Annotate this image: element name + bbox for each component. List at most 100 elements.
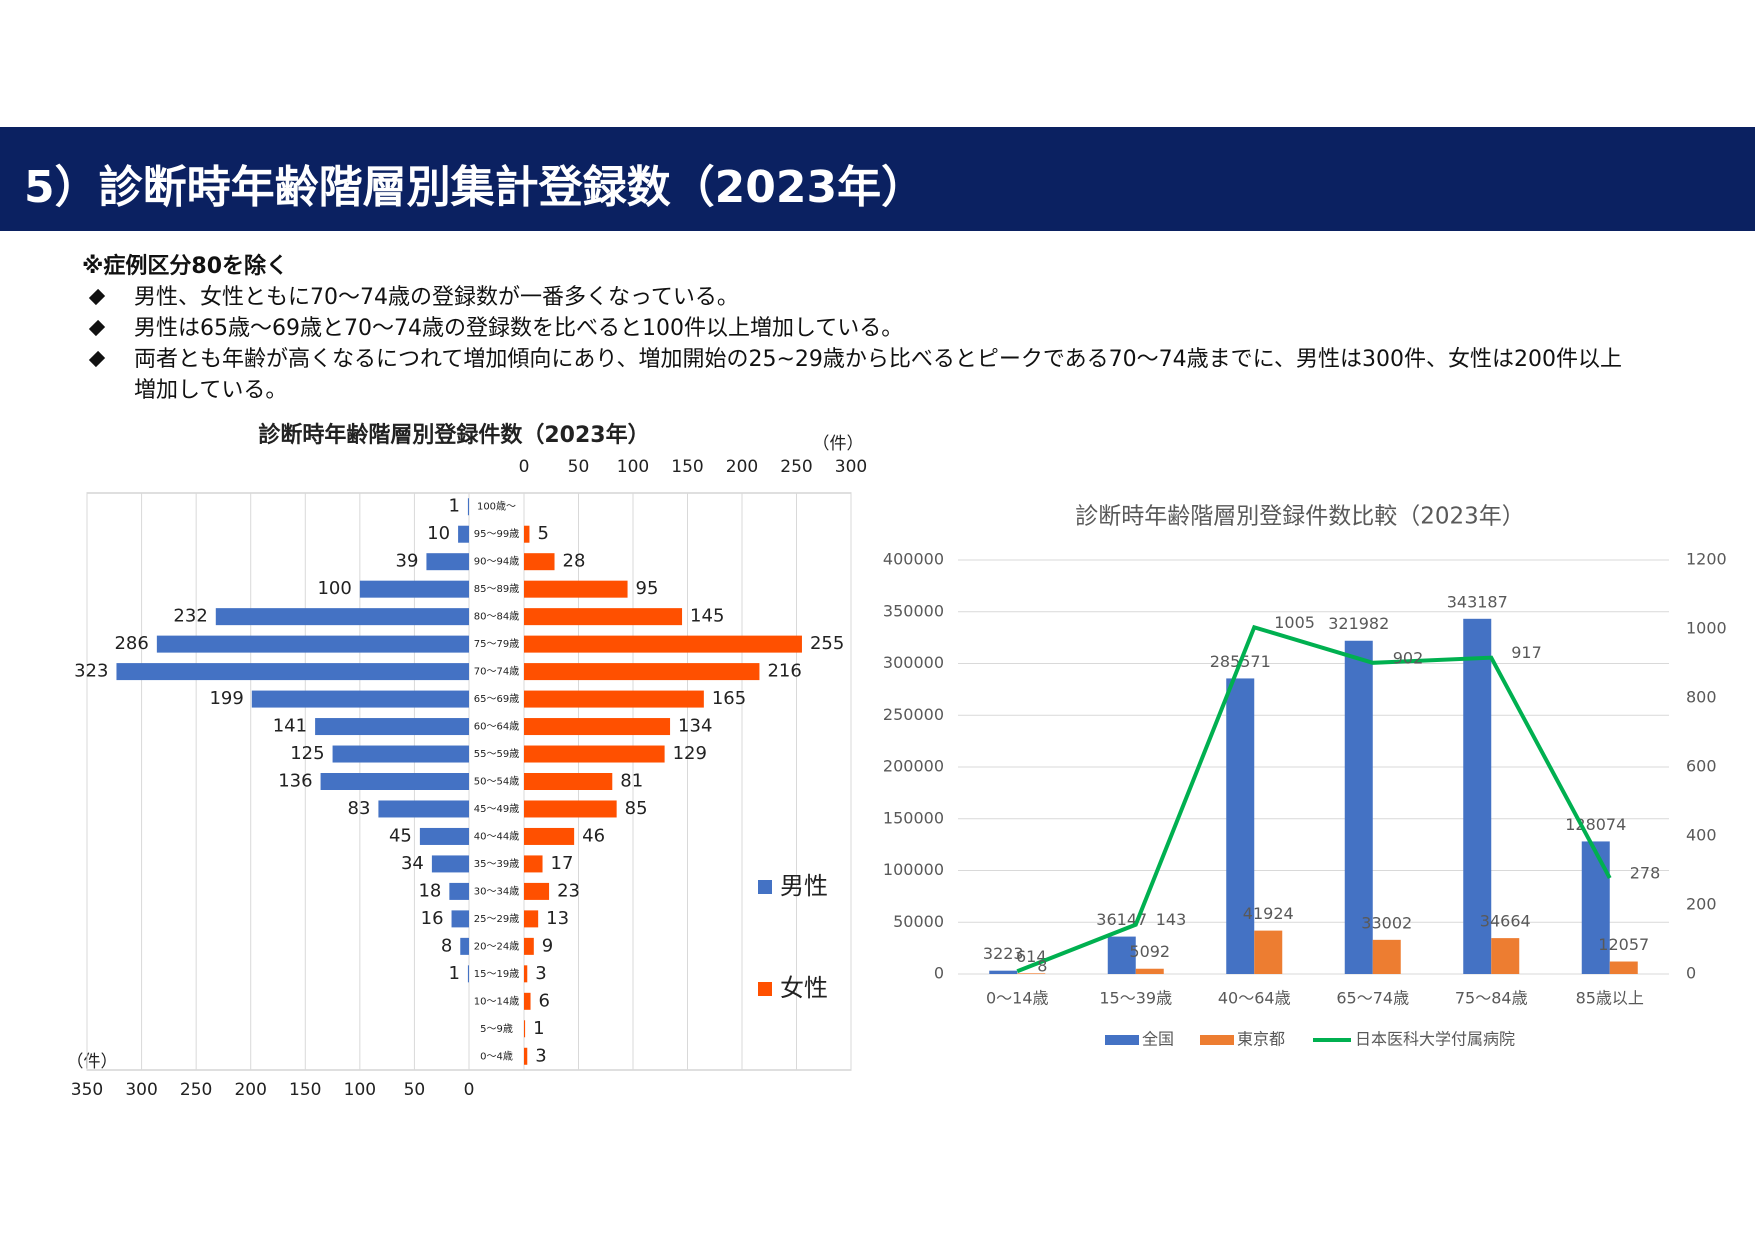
data-label: 216 [767,661,801,682]
data-label: 145 [690,606,724,627]
bar [524,1047,528,1065]
unit-label: （件） [813,434,864,454]
y-tick-label: 0 [934,964,944,983]
bar [524,525,530,543]
line [1016,624,1612,974]
data-label: 34 [401,853,424,874]
bar [419,827,469,845]
bar [524,1020,526,1038]
data-label: 6 [539,990,550,1011]
legend-label: 男性 [780,872,828,900]
x-tick-label: 100 [344,1080,376,1100]
x-tick-label: 0 [519,457,530,477]
x-tick-label: 250 [180,1080,212,1100]
data-label: 23 [557,880,580,901]
x-tick-label: 100 [617,457,649,477]
x-tick-label: 0～14歳 [986,989,1049,1008]
category-label: 65～69歳 [474,693,519,705]
bar [524,965,528,983]
bar [467,965,469,983]
y2-tick-label: 1000 [1686,619,1727,638]
bar [1107,936,1136,974]
bar [524,580,628,598]
x-tick-label: 75～84歳 [1455,989,1528,1008]
data-label: 9 [542,935,553,956]
data-label: 81 [620,771,643,792]
data-label: 323 [74,661,108,682]
data-label: 8 [441,935,452,956]
bar [460,937,469,955]
bar [431,855,469,873]
category-label: 90～94歳 [474,556,519,568]
bar [1344,640,1373,974]
bar [524,663,760,681]
category-label: 80～84歳 [474,611,519,623]
data-label: 343187 [1447,592,1508,611]
bar [524,827,575,845]
legend-swatch [758,880,772,894]
bar [989,970,1018,974]
legend-label: 女性 [780,974,828,1002]
x-tick-label: 300 [835,457,867,477]
category-label: 55～59歳 [474,748,519,760]
data-label: 917 [1511,643,1542,662]
x-tick-label: 150 [289,1080,321,1100]
data-label: 5092 [1129,942,1170,961]
y2-tick-label: 200 [1686,895,1717,914]
data-label: 39 [396,551,419,572]
x-tick-label: 200 [234,1080,266,1100]
data-label: 165 [712,688,746,709]
category-label: 35～39歳 [474,858,519,870]
x-tick-label: 0 [464,1080,475,1100]
category-label: 50～54歳 [474,776,519,788]
legend-swatch [1105,1035,1139,1045]
x-tick-label: 85歳以上 [1576,989,1644,1008]
data-label: 1005 [1274,613,1315,632]
data-label: 232 [173,606,207,627]
bar [1135,968,1164,974]
data-label: 18 [418,880,441,901]
y-tick-label: 100000 [883,860,944,879]
y-tick-label: 300000 [883,653,944,672]
x-tick-label: 200 [726,457,758,477]
y2-tick-label: 800 [1686,688,1717,707]
category-label: 70～74歳 [474,666,519,678]
bar [1372,939,1401,974]
category-label: 10～14歳 [474,995,519,1007]
y2-tick-label: 1200 [1686,550,1727,569]
header: 5）診断時年齢階層別集計登録数（2023年） [0,127,1755,231]
bar [458,525,469,543]
x-tick-label: 50 [568,457,590,477]
data-label: 141 [273,716,307,737]
legend-swatch [1200,1035,1234,1045]
y-tick-label: 350000 [883,601,944,620]
bar [251,690,469,708]
category-label: 75～79歳 [474,638,519,650]
bullet: 男性は65歳～69歳と70～74歳の登録数を比べると100件以上増加している。 [82,313,1642,344]
data-label: 3223 [983,944,1024,963]
category-label: 5～9歳 [480,1023,513,1035]
bar [524,800,617,818]
data-label: 129 [673,743,707,764]
data-label: 199 [209,688,243,709]
x-tick-label: 65～74歳 [1336,989,1409,1008]
bar [1581,841,1610,974]
y2-tick-label: 400 [1686,826,1717,845]
legend-label: 全国 [1142,1030,1174,1049]
bar [524,553,555,571]
data-label: 33002 [1361,913,1412,932]
data-label: 34664 [1480,912,1531,931]
data-label: 286 [114,633,148,654]
category-label: 25～29歳 [474,913,519,925]
data-label: 1 [448,963,459,984]
data-label: 46 [582,825,605,846]
category-label: 20～24歳 [474,940,519,952]
category-label: 30～34歳 [474,885,519,897]
chart-title: 診断時年齢階層別登録件数比較（2023年） [1075,504,1525,530]
legend-swatch [758,982,772,996]
data-label: 28 [563,551,586,572]
bar [426,553,469,571]
category-label: 85～89歳 [474,583,519,595]
x-tick-label: 15～39歳 [1099,989,1172,1008]
